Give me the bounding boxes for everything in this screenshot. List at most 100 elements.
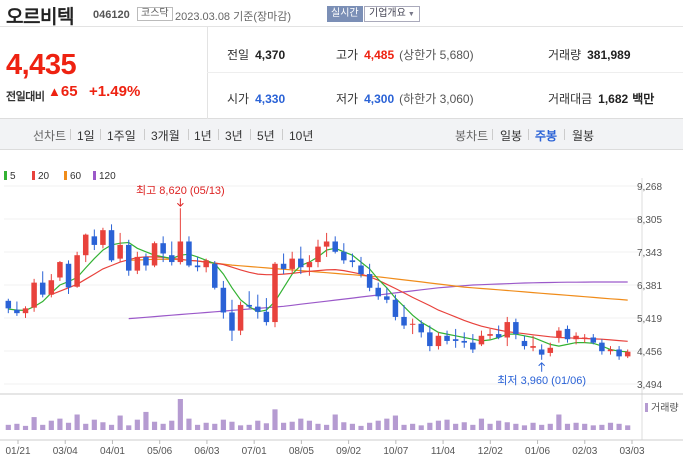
candle-body — [237, 304, 244, 331]
volume-bar — [263, 423, 269, 430]
volume-bar — [237, 425, 244, 430]
y-tick-label: 6,381 — [637, 281, 662, 292]
volume-bar — [143, 411, 149, 430]
candles — [5, 208, 631, 360]
candle-body — [573, 335, 579, 340]
tab-daily[interactable]: 일봉 — [500, 129, 523, 143]
tab-5y[interactable]: 5년 — [257, 129, 275, 143]
tab-weekly[interactable]: 주봉 — [535, 129, 558, 143]
ma-legend-60: 60 — [64, 171, 81, 182]
current-price: 4,435 — [6, 49, 77, 81]
volume-bar — [65, 422, 72, 430]
volume-bar — [410, 423, 416, 430]
volume-bar — [126, 425, 132, 430]
volume-bar — [530, 422, 536, 430]
ma-legend-20: 20 — [32, 171, 49, 182]
candle-body — [315, 246, 321, 263]
tab-divider — [282, 129, 283, 140]
tab-divider — [144, 129, 145, 140]
candle-body — [298, 258, 304, 268]
candle-body — [169, 255, 175, 263]
candle-body — [513, 322, 519, 335]
volume-bar — [401, 424, 407, 430]
x-tick-label: 11/04 — [431, 446, 456, 457]
open-value: 4,330 — [255, 92, 286, 106]
volume-bars: 거래량 — [5, 399, 679, 430]
volume-bar — [48, 420, 54, 430]
ma20-swatch — [32, 171, 35, 180]
candle-body — [452, 339, 459, 341]
ma5-swatch — [4, 171, 7, 180]
ma20-label: 20 — [38, 171, 50, 182]
y-tick-label: 4,456 — [637, 347, 662, 358]
open-price: 시가 4,330 — [227, 90, 285, 107]
realtime-button[interactable]: 실시간 — [327, 6, 363, 22]
candle-body — [444, 335, 450, 341]
volume-bar — [31, 417, 37, 430]
candle-body — [384, 296, 390, 300]
x-tick-label: 06/03 — [194, 446, 219, 457]
annotations: 최고 8,620 (05/13) 최저 3,960 (01/06) — [136, 184, 586, 387]
tab-1d[interactable]: 1일 — [77, 129, 95, 143]
prev-close-label: 전일 — [227, 48, 250, 62]
y-tick-label: 5,419 — [637, 314, 662, 325]
high-annotation: 최고 8,620 (05/13) — [136, 184, 225, 197]
volume-bar — [272, 409, 278, 430]
volume-bar — [384, 418, 390, 430]
volume-bar — [194, 424, 201, 430]
company-info-dropdown[interactable]: 기업개요 ▼ — [364, 6, 420, 22]
tab-divider — [250, 129, 251, 140]
volume-bar — [91, 419, 97, 430]
ma20-line — [51, 256, 628, 342]
candle-body — [495, 334, 502, 338]
x-axis-ticks: 01/21 03/04 04/01 05/06 06/03 07/01 08/05 09/02… — [5, 440, 645, 457]
tab-3m[interactable]: 3개월 — [151, 129, 180, 143]
change-label: 전일대비 — [6, 91, 45, 103]
volume-bar — [229, 421, 235, 430]
volume-bar — [349, 423, 355, 430]
tab-divider — [528, 129, 529, 140]
candle-body — [530, 346, 536, 348]
change-percent: +1.49% — [89, 83, 141, 100]
candle-body — [289, 258, 295, 269]
volume-bar — [151, 421, 158, 430]
candle-body — [194, 265, 201, 268]
tab-1y[interactable]: 1년 — [194, 129, 212, 143]
candle-body — [470, 342, 476, 350]
x-tick-label: 04/01 — [100, 446, 125, 457]
tab-10y[interactable]: 10년 — [289, 129, 314, 143]
candle-body — [461, 340, 467, 343]
volume-bar — [444, 419, 450, 430]
volume-bar — [461, 422, 467, 430]
candle-body — [607, 349, 614, 352]
x-tick-label: 01/21 — [5, 446, 30, 457]
candle-body — [151, 243, 158, 266]
volume-bar — [289, 421, 295, 430]
candle-body — [125, 244, 132, 271]
volume-bar — [169, 420, 175, 430]
candle-body — [48, 280, 55, 295]
ma-legend-120: 120 — [93, 171, 116, 182]
tab-3y[interactable]: 3년 — [225, 129, 243, 143]
candle-body — [57, 262, 63, 278]
volume-bar — [57, 418, 63, 430]
candle-body — [280, 263, 287, 269]
chevron-down-icon: ▼ — [407, 11, 415, 18]
volume-bar — [599, 424, 605, 430]
volume-bar — [74, 414, 80, 430]
base-date: 2023.03.08 기준(장마감) — [175, 11, 292, 23]
volume-bar — [246, 424, 252, 430]
volume-bar — [22, 425, 29, 430]
volume-bar — [582, 423, 588, 430]
volume-swatch — [645, 403, 648, 412]
x-tick-label: 07/01 — [242, 446, 267, 457]
stock-name: 오르비텍 — [6, 7, 74, 28]
stock-chart[interactable]: 거래량 9,2688,3057,3436,3815,4194,4563,494 … — [0, 150, 683, 466]
tab-1w[interactable]: 1주일 — [107, 129, 136, 143]
volume-bar — [108, 424, 115, 430]
tab-monthly[interactable]: 월봉 — [572, 129, 595, 143]
volume-bar — [315, 423, 321, 430]
x-tick-label: 08/05 — [289, 446, 314, 457]
tab-divider — [218, 129, 219, 140]
volume: 거래량 381,989 — [548, 46, 631, 63]
